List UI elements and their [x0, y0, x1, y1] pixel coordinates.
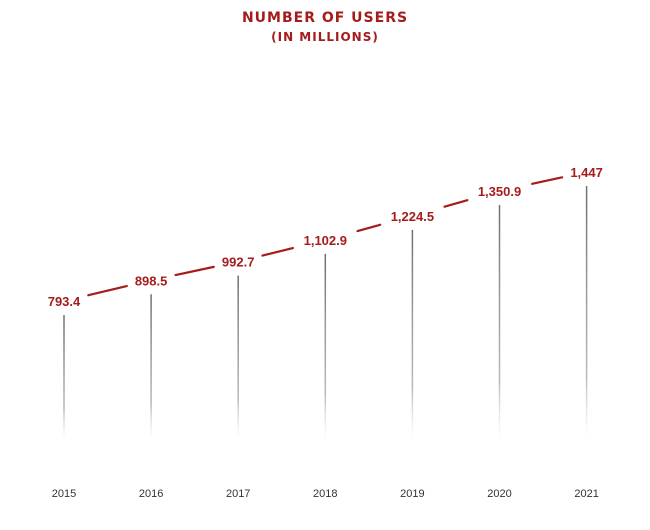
chart-title: NUMBER OF USERS: [241, 10, 409, 26]
drop-line-2015: [63, 315, 65, 440]
data-label-2017: 992.7: [222, 255, 255, 270]
data-label-2016: 898.5: [135, 273, 168, 288]
x-tick-label-2016: 2016: [139, 488, 163, 500]
series-line-segment-2019-2020: [443, 199, 469, 208]
data-label-2020: 1,350.9: [478, 184, 521, 199]
drop-line-2019: [411, 229, 414, 440]
data-labels: 793.4 898.5 992.7 1,102.9 1,224.5 1,350.9 1,44…: [48, 165, 603, 309]
x-axis-tick-labels: 2015 2016 2017 2018 2019 2020 2021: [52, 488, 599, 500]
data-label-2021: 1,447: [570, 165, 603, 180]
drop-lines: [63, 186, 588, 440]
data-label-2018: 1,102.9: [304, 233, 347, 248]
series-line-layer: [87, 176, 564, 297]
x-tick-label-2015: 2015: [52, 488, 76, 500]
x-tick-label-2017: 2017: [226, 488, 250, 500]
chart-subtitle: (IN MILLIONS): [271, 30, 379, 44]
drop-line-2018: [324, 253, 327, 440]
series-line-segment-2018-2019: [356, 223, 382, 233]
data-label-2019: 1,224.5: [391, 209, 434, 224]
series-line-segment-2017-2018: [261, 246, 294, 257]
x-tick-label-2020: 2020: [487, 488, 511, 500]
drop-line-2017: [237, 275, 239, 440]
data-label-2015: 793.4: [48, 294, 81, 309]
series-line-segment-2016-2017: [174, 265, 215, 277]
drop-line-2016: [150, 294, 152, 440]
series-line-segment-2020-2021: [531, 176, 564, 185]
x-tick-label-2021: 2021: [574, 488, 598, 500]
x-tick-label-2018: 2018: [313, 488, 337, 500]
series-line-segment-2015-2016: [87, 284, 128, 297]
drop-line-2021: [585, 186, 588, 440]
drop-line-2020: [498, 204, 501, 440]
x-tick-label-2019: 2019: [400, 488, 424, 500]
chart-title-block: NUMBER OF USERS (IN MILLIONS): [0, 8, 650, 46]
